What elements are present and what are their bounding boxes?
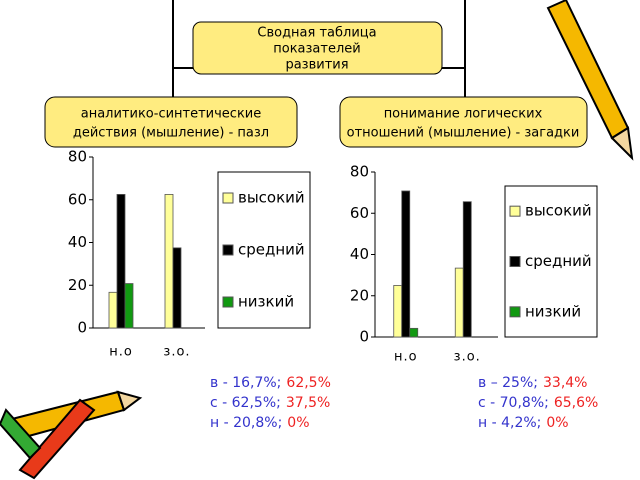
legend-label: низкий — [525, 302, 581, 320]
note: в – 25%; 33,4% — [478, 375, 587, 391]
x-tick-label: з.о. — [163, 345, 190, 360]
y-tick-label: 0 — [77, 319, 87, 337]
right-box — [339, 96, 588, 148]
bar — [409, 327, 419, 338]
title-line: показателей — [273, 42, 360, 57]
note: н - 20,8%; 0% — [210, 415, 310, 431]
bar — [462, 201, 472, 338]
legend-label: высокий — [238, 189, 305, 207]
x-tick-label: з.о. — [454, 350, 481, 365]
title-line: Сводная таблица — [257, 26, 376, 41]
legend-swatch — [222, 244, 234, 256]
note-part: н - 4,2%; — [478, 415, 541, 431]
legend-box — [504, 185, 598, 338]
legend-swatch — [509, 205, 521, 217]
right-box-line: понимание логических — [384, 107, 543, 122]
note-value: 37,5% — [286, 395, 330, 411]
y-tick-label: 60 — [68, 190, 87, 208]
left-box-line: аналитико-синтетические — [81, 107, 262, 122]
note-value: 62,5% — [286, 375, 330, 391]
note: с - 62,5%; 37,5% — [210, 395, 330, 411]
note: с - 70,8%; 65,6% — [478, 395, 598, 411]
bar — [164, 194, 174, 329]
bar — [393, 285, 403, 338]
note-part: в - 16,7%; — [210, 375, 281, 391]
note-value: 0% — [287, 415, 309, 431]
bar — [108, 291, 118, 329]
legend-swatch — [509, 256, 521, 267]
left-box — [44, 96, 298, 148]
legend-box — [217, 171, 311, 329]
legend-label: средний — [238, 241, 305, 259]
title-line: развития — [285, 58, 348, 73]
legend-label: высокий — [525, 202, 592, 220]
bar — [116, 194, 126, 329]
note-part: в – 25%; — [478, 375, 538, 391]
x-tick-label: н.о — [394, 350, 418, 365]
y-tick-label: 20 — [68, 276, 87, 294]
note: в - 16,7%; 62,5% — [210, 375, 331, 391]
note-part: с - 70,8%; — [478, 395, 549, 411]
y-tick-label: 40 — [350, 245, 369, 263]
y-tick-label: 80 — [68, 148, 87, 166]
y-tick-label: 40 — [68, 233, 87, 251]
legend-label: низкий — [238, 293, 294, 311]
legend-label: средний — [525, 252, 592, 270]
x-tick-label: н.о — [109, 345, 133, 360]
note-value: 33,4% — [543, 375, 587, 391]
right-box-line: отношений (мышление) - загадки — [347, 126, 580, 141]
bar — [124, 283, 134, 329]
note-part: н - 20,8%; — [210, 415, 282, 431]
note-part: с - 62,5%; — [210, 395, 281, 411]
left-box-line: действия (мышление) - пазл — [73, 126, 269, 141]
legend-swatch — [222, 192, 234, 204]
note-value: 65,6% — [554, 395, 598, 411]
bar — [454, 267, 464, 338]
note: н - 4,2%; 0% — [478, 415, 569, 431]
bar — [172, 247, 182, 329]
y-tick-label: 20 — [350, 286, 369, 304]
y-tick-label: 80 — [350, 163, 369, 181]
note-value: 0% — [546, 415, 568, 431]
y-tick-label: 0 — [359, 328, 369, 346]
bar — [401, 190, 411, 338]
y-tick-label: 60 — [350, 204, 369, 222]
legend-swatch — [222, 296, 234, 308]
legend-swatch — [509, 306, 521, 318]
title-box — [192, 21, 443, 75]
